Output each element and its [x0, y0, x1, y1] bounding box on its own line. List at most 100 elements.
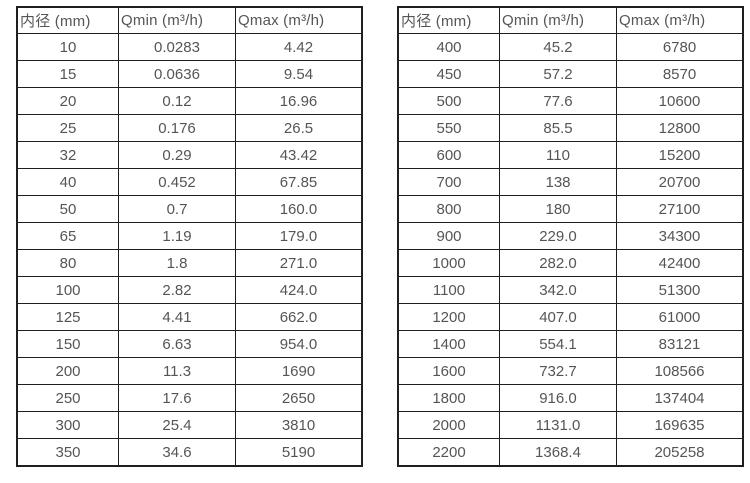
cell: 10600	[616, 87, 744, 115]
cell: 0.29	[118, 141, 236, 169]
cell: 2000	[397, 411, 500, 439]
cell: 0.0283	[118, 33, 236, 61]
cell: 250	[16, 384, 119, 412]
cell: 11.3	[118, 357, 236, 385]
table-row: 400 45.2 6780	[397, 33, 744, 61]
cell: 43.42	[235, 141, 363, 169]
cell: 180	[499, 195, 617, 223]
cell: 954.0	[235, 330, 363, 358]
cell: 137404	[616, 384, 744, 412]
table-row: 300 25.4 3810	[16, 411, 363, 439]
cell: 3810	[235, 411, 363, 439]
table-row: 600 110 15200	[397, 141, 744, 169]
cell: 51300	[616, 276, 744, 304]
table-row: 1400 554.1 83121	[397, 330, 744, 358]
table-row: 1200 407.0 61000	[397, 303, 744, 331]
table-row: 15 0.0636 9.54	[16, 60, 363, 88]
table-row: 550 85.5 12800	[397, 114, 744, 142]
cell: 550	[397, 114, 500, 142]
cell: 424.0	[235, 276, 363, 304]
cell: 229.0	[499, 222, 617, 250]
cell: 0.452	[118, 168, 236, 196]
cell: 2200	[397, 438, 500, 467]
cell: 15200	[616, 141, 744, 169]
cell: 1.19	[118, 222, 236, 250]
cell: 20700	[616, 168, 744, 196]
table-row: 450 57.2 8570	[397, 60, 744, 88]
cell: 282.0	[499, 249, 617, 277]
table-row: 25 0.176 26.5	[16, 114, 363, 142]
cell: 45.2	[499, 33, 617, 61]
cell: 12800	[616, 114, 744, 142]
table-row: 500 77.6 10600	[397, 87, 744, 115]
cell: 65	[16, 222, 119, 250]
cell: 110	[499, 141, 617, 169]
cell: 400	[397, 33, 500, 61]
cell: 0.7	[118, 195, 236, 223]
flow-table-large-diameters: 内径 (mm) Qmin (m³/h) Qmax (m³/h) 400 45.2 6780…	[397, 6, 744, 467]
cell: 8570	[616, 60, 744, 88]
cell: 1.8	[118, 249, 236, 277]
cell: 10	[16, 33, 119, 61]
cell: 600	[397, 141, 500, 169]
cell: 40	[16, 168, 119, 196]
cell: 85.5	[499, 114, 617, 142]
cell: 300	[16, 411, 119, 439]
cell: 0.0636	[118, 60, 236, 88]
table-row: 150 6.63 954.0	[16, 330, 363, 358]
cell: 205258	[616, 438, 744, 467]
cell: 500	[397, 87, 500, 115]
cell: 16.96	[235, 87, 363, 115]
cell: 17.6	[118, 384, 236, 412]
table-row: 2200 1368.4 205258	[397, 438, 744, 467]
cell: 407.0	[499, 303, 617, 331]
cell: 1400	[397, 330, 500, 358]
cell: 179.0	[235, 222, 363, 250]
cell: 5190	[235, 438, 363, 467]
cell: 42400	[616, 249, 744, 277]
cell: 0.176	[118, 114, 236, 142]
table-row: 200 11.3 1690	[16, 357, 363, 385]
column-header: Qmax (m³/h)	[235, 6, 363, 34]
cell: 4.41	[118, 303, 236, 331]
cell: 150	[16, 330, 119, 358]
cell: 350	[16, 438, 119, 467]
table-row: 350 34.6 5190	[16, 438, 363, 467]
cell: 916.0	[499, 384, 617, 412]
cell: 138	[499, 168, 617, 196]
header-row: 内径 (mm) Qmin (m³/h) Qmax (m³/h)	[397, 6, 744, 34]
cell: 9.54	[235, 60, 363, 88]
table-row: 32 0.29 43.42	[16, 141, 363, 169]
table-row: 900 229.0 34300	[397, 222, 744, 250]
cell: 61000	[616, 303, 744, 331]
table-row: 1800 916.0 137404	[397, 384, 744, 412]
cell: 100	[16, 276, 119, 304]
cell: 34.6	[118, 438, 236, 467]
flow-table-small-diameters: 内径 (mm) Qmin (m³/h) Qmax (m³/h) 10 0.0283 4.4…	[16, 6, 363, 467]
cell: 700	[397, 168, 500, 196]
cell: 342.0	[499, 276, 617, 304]
table-row: 700 138 20700	[397, 168, 744, 196]
cell: 125	[16, 303, 119, 331]
cell: 67.85	[235, 168, 363, 196]
cell: 2650	[235, 384, 363, 412]
column-header: 内径 (mm)	[16, 6, 119, 34]
cell: 169635	[616, 411, 744, 439]
cell: 800	[397, 195, 500, 223]
cell: 732.7	[499, 357, 617, 385]
cell: 1100	[397, 276, 500, 304]
cell: 6.63	[118, 330, 236, 358]
table-row: 50 0.7 160.0	[16, 195, 363, 223]
table-row: 65 1.19 179.0	[16, 222, 363, 250]
cell: 0.12	[118, 87, 236, 115]
table-row: 1100 342.0 51300	[397, 276, 744, 304]
cell: 662.0	[235, 303, 363, 331]
table-row: 1600 732.7 108566	[397, 357, 744, 385]
cell: 80	[16, 249, 119, 277]
cell: 34300	[616, 222, 744, 250]
cell: 200	[16, 357, 119, 385]
cell: 27100	[616, 195, 744, 223]
cell: 25.4	[118, 411, 236, 439]
column-header: 内径 (mm)	[397, 6, 500, 34]
cell: 26.5	[235, 114, 363, 142]
